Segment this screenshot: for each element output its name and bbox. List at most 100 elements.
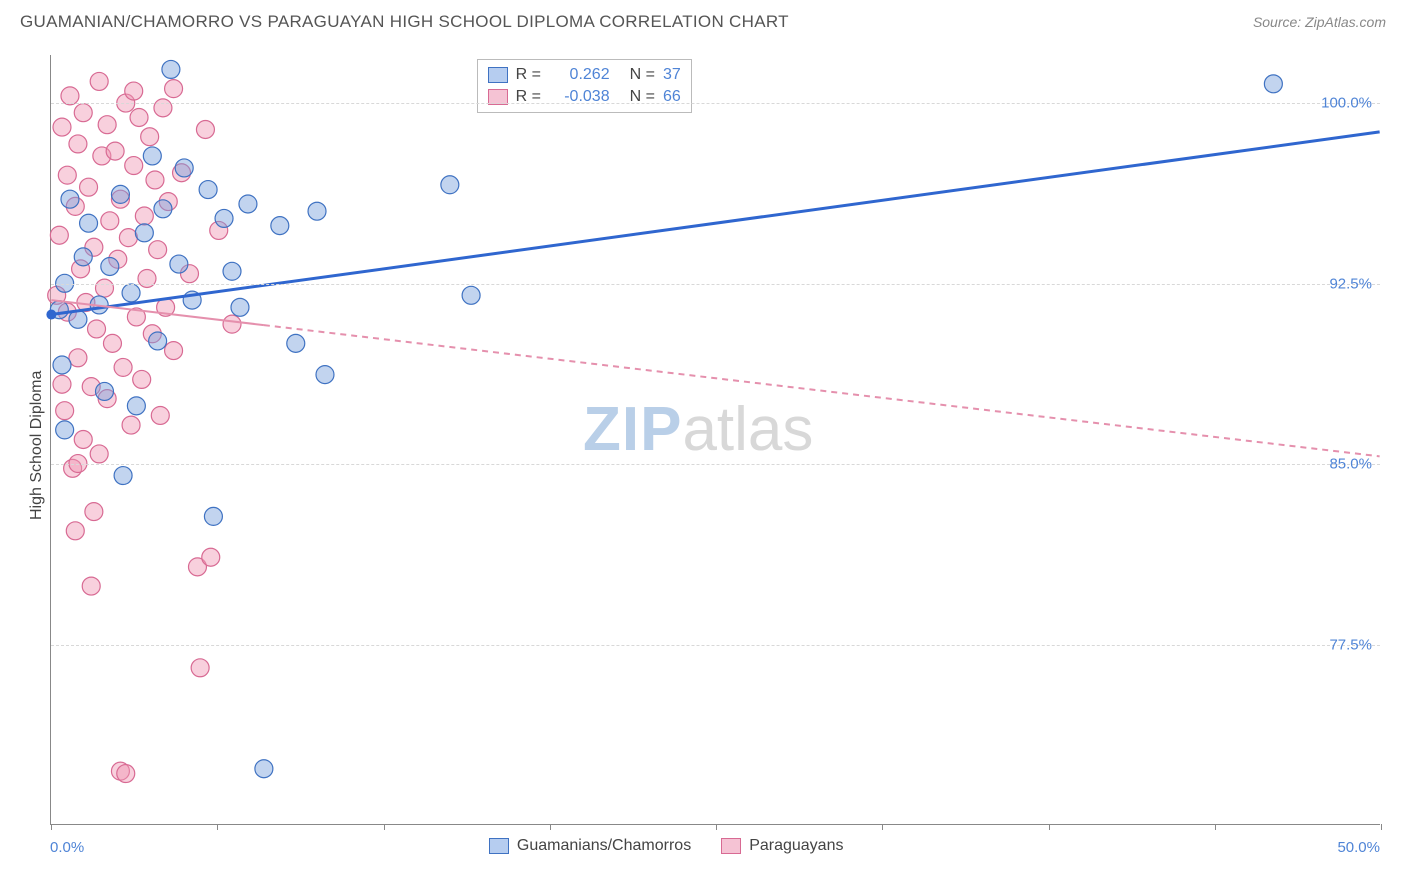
guamanians-point <box>114 467 132 485</box>
gridline <box>51 464 1380 465</box>
n-label: N = <box>630 64 655 86</box>
gridline <box>51 284 1380 285</box>
guamanians-point <box>149 332 167 350</box>
guamanians-point <box>308 202 326 220</box>
paraguayans-point <box>223 315 241 333</box>
paraguayans-point <box>146 171 164 189</box>
scatter-plot-svg <box>51 55 1380 824</box>
paraguayans-trendline-dashed <box>264 325 1380 456</box>
source-label: Source: ZipAtlas.com <box>1253 14 1386 30</box>
paraguayans-point <box>149 241 167 259</box>
legend-label: Guamanians/Chamorros <box>517 837 691 855</box>
paraguayans-point <box>98 116 116 134</box>
paraguayans-point <box>130 108 148 126</box>
guamanians-swatch-icon <box>489 838 509 854</box>
r-label: R = <box>516 64 544 86</box>
paraguayans-point <box>117 765 135 783</box>
paraguayans-point <box>141 128 159 146</box>
x-tick <box>550 824 551 830</box>
guamanians-swatch <box>488 67 508 83</box>
paraguayans-point <box>122 416 140 434</box>
paraguayans-point <box>74 104 92 122</box>
guamanians-point <box>1264 75 1282 93</box>
chart-plot-area: ZIPatlas R =0.262N =37R =-0.038N =66 77.… <box>50 55 1380 825</box>
x-tick <box>51 824 52 830</box>
legend-label: Paraguayans <box>749 837 843 855</box>
x-tick <box>1381 824 1382 830</box>
guamanians-point <box>96 382 114 400</box>
n-label: N = <box>630 86 655 108</box>
paraguayans-point <box>202 548 220 566</box>
paraguayans-point <box>165 342 183 360</box>
paraguayans-point <box>138 270 156 288</box>
legend-row-guamanians: R =0.262N =37 <box>488 64 681 86</box>
r-label: R = <box>516 86 544 108</box>
paraguayans-point <box>88 320 106 338</box>
guamanians-point <box>441 176 459 194</box>
guamanians-point <box>462 286 480 304</box>
x-tick <box>716 824 717 830</box>
guamanians-point <box>122 284 140 302</box>
r-value: -0.038 <box>552 86 610 108</box>
guamanians-point <box>199 181 217 199</box>
gridline <box>51 103 1380 104</box>
x-tick-label: 0.0% <box>50 839 84 856</box>
paraguayans-point <box>90 72 108 90</box>
legend-row-paraguayans: R = -0.038 N = 66 <box>488 86 681 108</box>
y-tick-label: 92.5% <box>1329 275 1372 292</box>
guamanians-trendline <box>51 132 1379 315</box>
paraguayans-point <box>96 279 114 297</box>
x-tick <box>1049 824 1050 830</box>
paraguayans-point <box>151 406 169 424</box>
guamanians-point <box>204 507 222 525</box>
guamanians-point <box>143 147 161 165</box>
guamanians-point <box>231 298 249 316</box>
guamanians-point <box>287 334 305 352</box>
series-legend: Guamanians/Chamorros Paraguayans <box>489 837 844 855</box>
correlation-legend: R =0.262N =37R =-0.038N =66 <box>477 59 692 113</box>
guamanians-point <box>135 224 153 242</box>
paraguayans-point <box>53 375 71 393</box>
guamanians-point <box>239 195 257 213</box>
paraguayans-point <box>101 212 119 230</box>
paraguayans-point <box>106 142 124 160</box>
paraguayans-point <box>119 229 137 247</box>
paraguayans-point <box>69 349 87 367</box>
paraguayans-point <box>125 157 143 175</box>
guamanians-point <box>223 262 241 280</box>
guamanians-point <box>175 159 193 177</box>
y-axis-title: High School Diploma <box>28 371 46 520</box>
guamanians-point <box>215 209 233 227</box>
paraguayans-swatch-icon <box>721 838 741 854</box>
guamanians-point <box>255 760 273 778</box>
x-tick <box>384 824 385 830</box>
paraguayans-point <box>196 121 214 139</box>
guamanians-point <box>170 255 188 273</box>
paraguayans-point <box>66 522 84 540</box>
x-tick <box>1215 824 1216 830</box>
paraguayans-point <box>82 577 100 595</box>
legend-item-paraguayans: Paraguayans <box>721 837 843 855</box>
guamanians-point <box>53 356 71 374</box>
y-tick-label: 77.5% <box>1329 636 1372 653</box>
guamanians-point <box>101 257 119 275</box>
guamanians-point <box>74 248 92 266</box>
x-tick-label: 50.0% <box>1337 839 1380 856</box>
guamanians-trend-start-point <box>46 310 56 320</box>
paraguayans-point <box>69 135 87 153</box>
guamanians-point <box>127 397 145 415</box>
guamanians-point <box>316 366 334 384</box>
paraguayans-point <box>50 226 68 244</box>
r-value: 0.262 <box>552 64 610 86</box>
paraguayans-point <box>56 402 74 420</box>
paraguayans-point <box>125 82 143 100</box>
paraguayans-point <box>80 178 98 196</box>
n-value: 66 <box>663 86 681 108</box>
guamanians-point <box>111 185 129 203</box>
guamanians-point <box>271 217 289 235</box>
y-tick-label: 85.0% <box>1329 456 1372 473</box>
guamanians-point <box>61 190 79 208</box>
paraguayans-point <box>74 431 92 449</box>
paraguayans-point <box>135 207 153 225</box>
paraguayans-point <box>53 118 71 136</box>
